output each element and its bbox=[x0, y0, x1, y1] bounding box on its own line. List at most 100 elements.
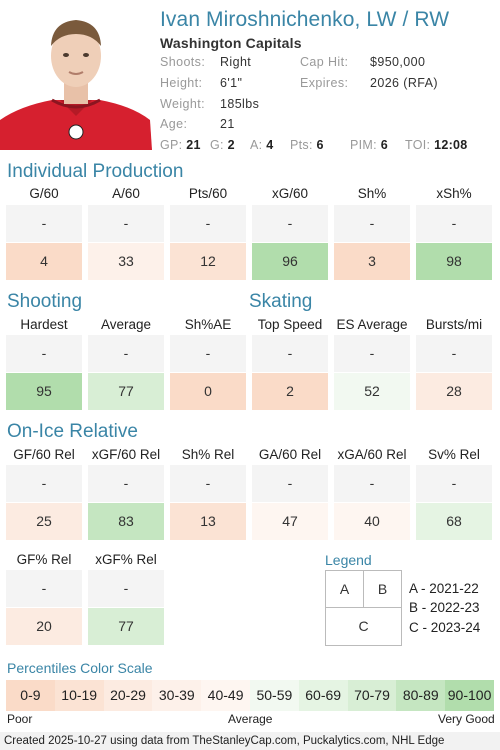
prior-seasons-cell: - - bbox=[334, 205, 410, 268]
scale-bin: 90-100 bbox=[445, 680, 494, 711]
percentile-cell: 33 bbox=[88, 243, 164, 280]
scale-bin: 40-49 bbox=[201, 680, 250, 711]
age-label: Age: bbox=[160, 117, 188, 131]
stat-header: GF% Rel bbox=[16, 552, 72, 567]
stat-header: xSh% bbox=[436, 186, 472, 201]
prior-seasons-cell: - - bbox=[416, 465, 492, 528]
prior-seasons-cell: - - bbox=[252, 335, 328, 398]
stat-header: G/60 bbox=[29, 186, 59, 201]
footer-credits: Created 2025-10-27 using data from TheSt… bbox=[0, 732, 500, 750]
percentile-cell: 77 bbox=[88, 608, 164, 645]
legend-text-b: B - 2022-23 bbox=[409, 600, 480, 615]
stat-header: Top Speed bbox=[257, 317, 323, 332]
scale-bin: 70-79 bbox=[347, 680, 397, 711]
percentile-cell: 4 bbox=[6, 243, 82, 280]
team-name: Washington Capitals bbox=[160, 35, 302, 51]
stat-header: Pts/60 bbox=[188, 186, 228, 201]
section-shooting: Shooting bbox=[7, 291, 83, 312]
prior-seasons-cell: - - bbox=[252, 205, 328, 268]
prior-seasons-cell: - - bbox=[6, 335, 82, 398]
prior-seasons-cell: - - bbox=[416, 335, 492, 398]
percentile-cell: 25 bbox=[6, 503, 82, 540]
prior-seasons-cell: - - bbox=[88, 205, 164, 268]
scale-bin: 60-69 bbox=[298, 680, 348, 711]
prior-seasons-cell: - - bbox=[416, 205, 492, 268]
percentile-cell: 98 bbox=[416, 243, 492, 280]
caphit-label: Cap Hit: bbox=[300, 55, 349, 69]
prior-seasons-cell: - - bbox=[88, 570, 164, 633]
expires-label: Expires: bbox=[300, 76, 349, 90]
percentile-cell: 77 bbox=[88, 373, 164, 410]
stat-header: Sh% bbox=[357, 186, 387, 201]
scale-bin: 50-59 bbox=[249, 680, 299, 711]
player-photo bbox=[0, 8, 152, 150]
scale-label-average: Average bbox=[228, 712, 273, 726]
stat-header: Sh%AE bbox=[184, 317, 232, 332]
scale-bin: 30-39 bbox=[152, 680, 202, 711]
scale-label-poor: Poor bbox=[7, 712, 33, 726]
age-value: 21 bbox=[220, 117, 235, 131]
stat-header: GF/60 Rel bbox=[13, 447, 75, 462]
legend-text-a: A - 2021-22 bbox=[409, 581, 479, 596]
stat-header: xG/60 bbox=[271, 186, 309, 201]
scale-bin: 20-29 bbox=[103, 680, 153, 711]
percentile-cell: 96 bbox=[252, 243, 328, 280]
section-individual-production: Individual Production bbox=[7, 161, 184, 182]
percentile-cell: 47 bbox=[252, 503, 328, 540]
percentile-cell: 2 bbox=[252, 373, 328, 410]
percentile-cell: 52 bbox=[334, 373, 410, 410]
prior-seasons-cell: - - bbox=[334, 465, 410, 528]
section-skating: Skating bbox=[249, 291, 313, 312]
prior-seasons-cell: - - bbox=[88, 465, 164, 528]
stat-pts: Pts: 6 bbox=[290, 138, 324, 152]
prior-seasons-cell: - - bbox=[334, 335, 410, 398]
prior-seasons-cell: - - bbox=[6, 570, 82, 633]
prior-seasons-cell: - - bbox=[252, 465, 328, 528]
prior-seasons-cell: - - bbox=[6, 205, 82, 268]
shoots-value: Right bbox=[220, 55, 252, 69]
stat-header: Sv% Rel bbox=[428, 447, 480, 462]
percentile-cell: 3 bbox=[334, 243, 410, 280]
percentile-cell: 68 bbox=[416, 503, 492, 540]
stat-header: GA/60 Rel bbox=[258, 447, 322, 462]
stat-header: Bursts/mi bbox=[425, 317, 483, 332]
prior-seasons-cell: - - bbox=[170, 335, 246, 398]
section-on-ice-relative: On-Ice Relative bbox=[7, 421, 138, 442]
color-scale: 0-9 10-19 20-29 30-39 40-49 50-59 60-69 70-79 80… bbox=[6, 680, 494, 711]
percentile-cell: 28 bbox=[416, 373, 492, 410]
legend-box-a: A bbox=[325, 570, 364, 608]
stat-header: xGA/60 Rel bbox=[337, 447, 407, 462]
stat-toi: TOI: 12:08 bbox=[405, 138, 468, 152]
percentile-cell: 12 bbox=[170, 243, 246, 280]
weight-label: Weight: bbox=[160, 97, 205, 111]
height-value: 6'1" bbox=[220, 76, 243, 90]
percentile-cell: 83 bbox=[88, 503, 164, 540]
percentile-cell: 40 bbox=[334, 503, 410, 540]
stat-header: ES Average bbox=[336, 317, 408, 332]
shoots-label: Shoots: bbox=[160, 55, 206, 69]
legend-title: Legend bbox=[325, 552, 372, 568]
legend-box-c: C bbox=[325, 607, 402, 646]
expires-value: 2026 (RFA) bbox=[370, 76, 438, 90]
stat-header: Average bbox=[100, 317, 152, 332]
stat-gp: GP: 21 bbox=[160, 138, 201, 152]
stat-header: Sh% Rel bbox=[181, 447, 235, 462]
prior-seasons-cell: - - bbox=[6, 465, 82, 528]
scale-bin: 0-9 bbox=[6, 680, 55, 711]
stat-header: xGF% Rel bbox=[95, 552, 157, 567]
player-name: Ivan Miroshnichenko, LW / RW bbox=[160, 8, 450, 31]
player-header: Ivan Miroshnichenko, LW / RW Washington … bbox=[0, 0, 500, 152]
stat-header: Hardest bbox=[20, 317, 68, 332]
percentile-cell: 13 bbox=[170, 503, 246, 540]
prior-seasons-cell: - - bbox=[170, 465, 246, 528]
percentile-cell: 0 bbox=[170, 373, 246, 410]
caphit-value: $950,000 bbox=[370, 55, 426, 69]
scale-bin: 10-19 bbox=[54, 680, 104, 711]
scale-label-very-good: Very Good bbox=[438, 712, 495, 726]
stat-header: xGF/60 Rel bbox=[91, 447, 161, 462]
legend-box-b: B bbox=[363, 570, 402, 608]
percentile-cell: 95 bbox=[6, 373, 82, 410]
weight-value: 185lbs bbox=[220, 97, 260, 111]
height-label: Height: bbox=[160, 76, 203, 90]
stat-g: G: 2 bbox=[210, 138, 235, 152]
